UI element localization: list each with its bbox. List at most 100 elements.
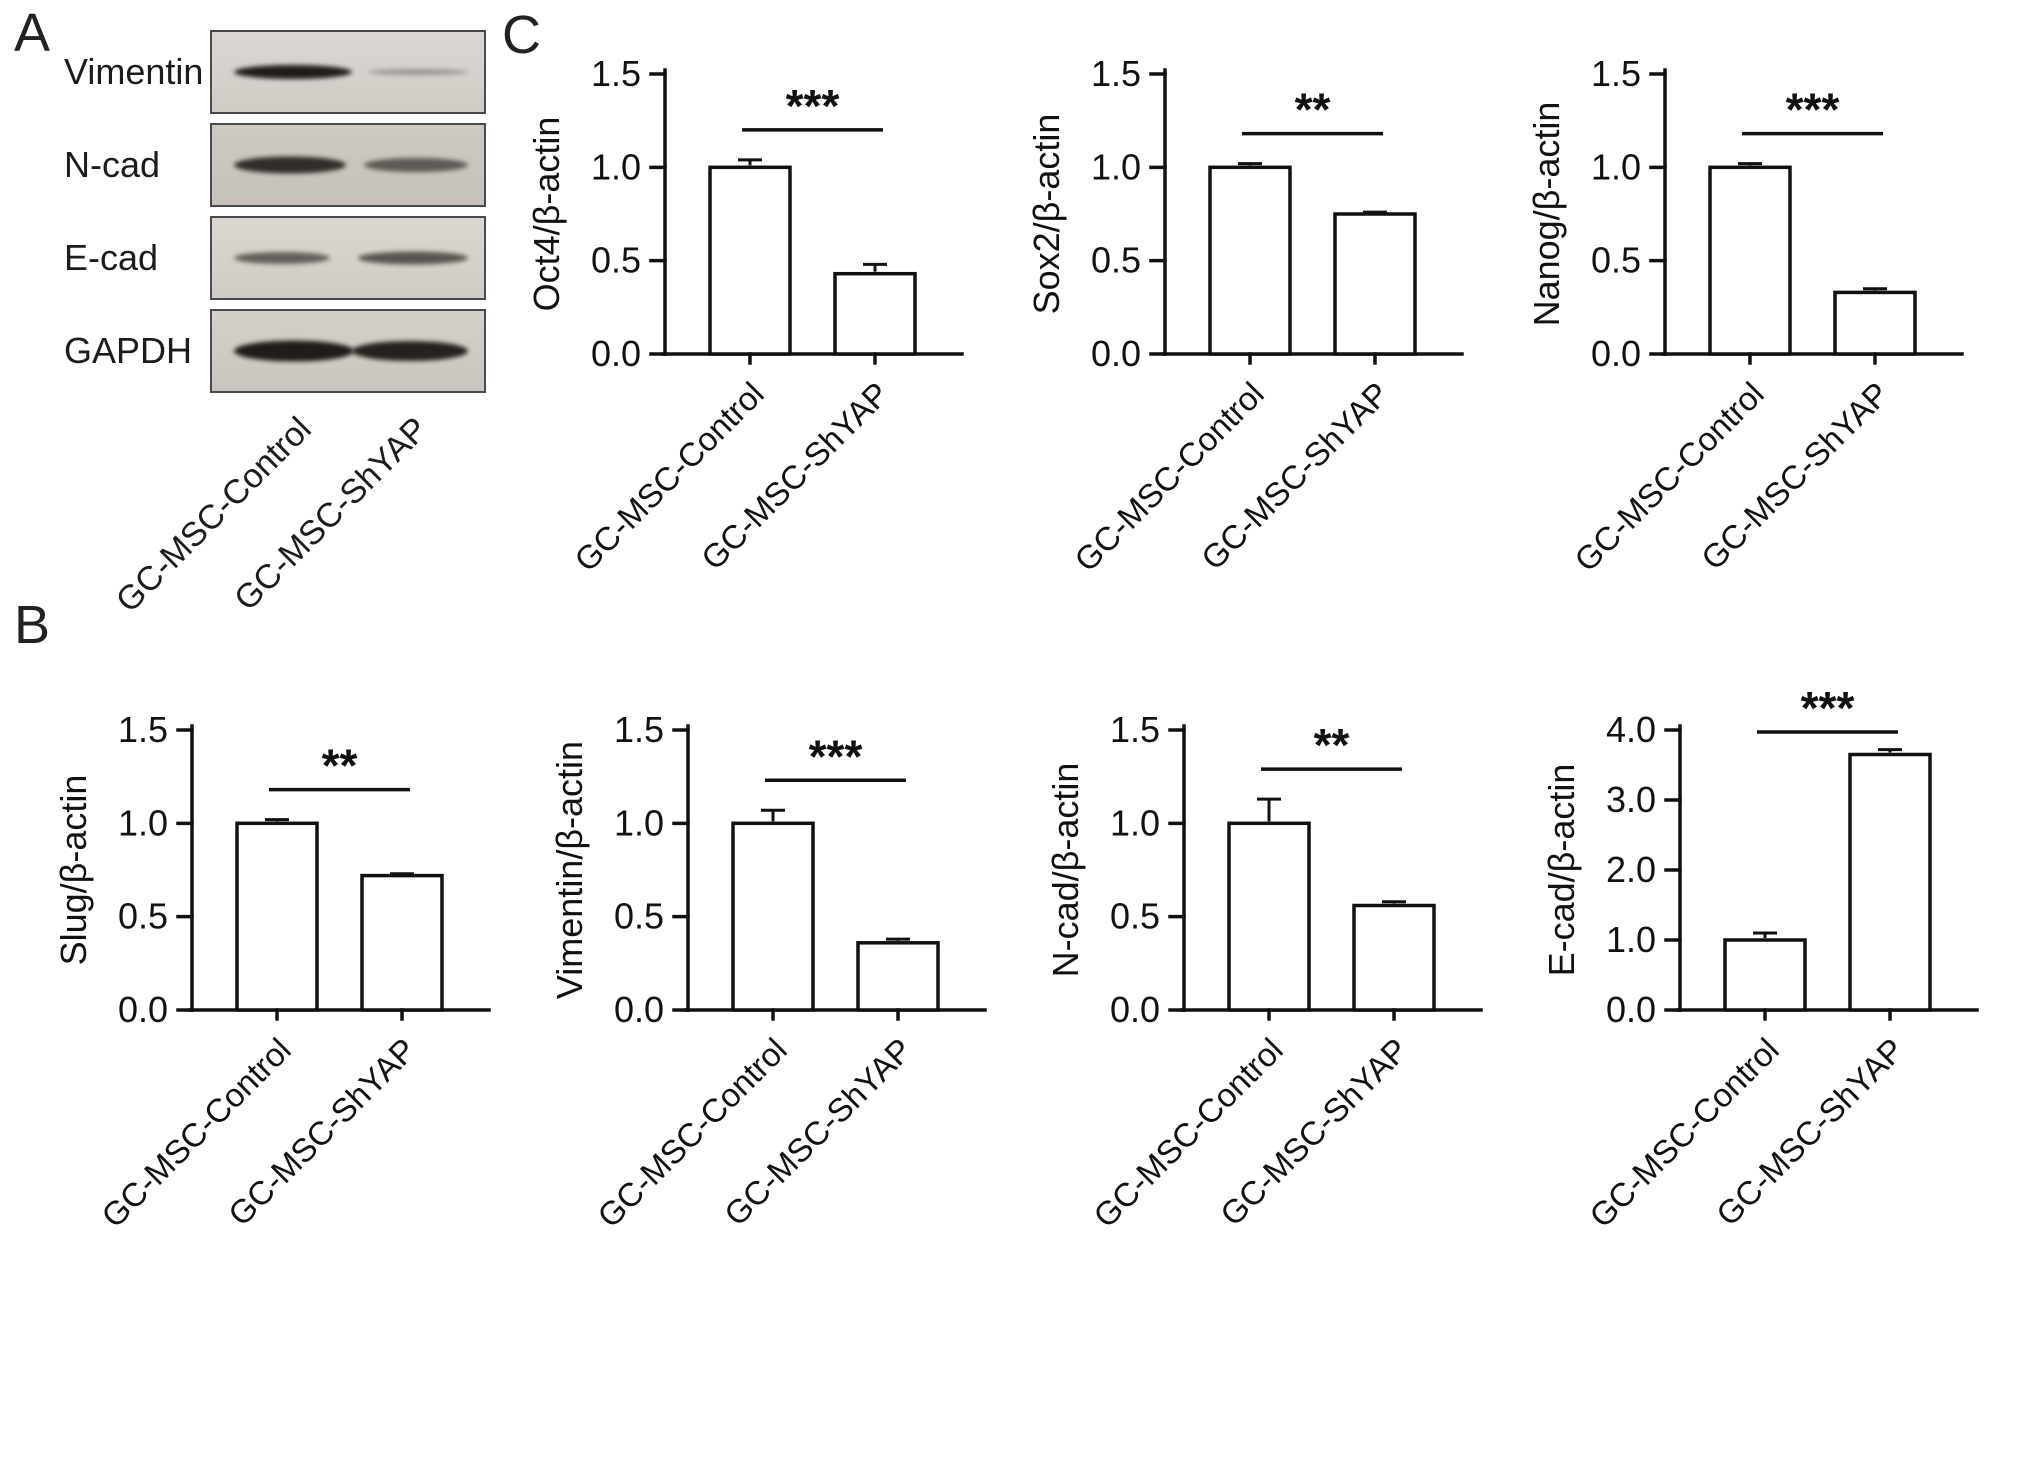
chart-ecad: 0.0 1.0 2.0 3.0 4.0 E-cad/β-actin GC-MSC-Contr… <box>1530 682 2020 1260</box>
bar <box>708 165 792 356</box>
y-axis-label: Vimentin/β-actin <box>549 741 590 999</box>
bar <box>1723 938 1807 1012</box>
bar <box>856 941 940 1012</box>
significance-stars: *** <box>786 80 840 132</box>
blot-image <box>210 30 486 114</box>
y-axis-label: Oct4/β-actin <box>526 117 567 312</box>
blot-image <box>210 309 486 393</box>
protein-band <box>358 251 468 265</box>
significance-stars: *** <box>809 730 863 782</box>
blot-row: Vimentin <box>20 30 486 114</box>
panel-c-charts: 0.0 0.5 1.0 1.5 Oct4/β-actin GC-MSC-Control GC… <box>515 34 2005 604</box>
bar <box>1208 165 1292 356</box>
y-tick-label: 1.5 <box>591 53 641 94</box>
blot-protein-label: GAPDH <box>64 330 193 371</box>
y-tick-label: 0.0 <box>1606 989 1656 1030</box>
bar <box>1848 752 1932 1012</box>
blot-row: E-cad <box>20 216 486 300</box>
western-blot-rows: Vimentin N-cad E-cad GAPDH <box>20 30 486 402</box>
protein-band <box>368 69 468 75</box>
y-tick-label: 1.0 <box>614 802 664 843</box>
protein-band <box>234 340 354 362</box>
protein-band <box>234 65 352 79</box>
protein-band <box>352 341 468 361</box>
y-axis-label: Slug/β-actin <box>53 775 94 966</box>
y-tick-label: 0.0 <box>118 989 168 1030</box>
bar-chart-svg: 0.00.51.01.5Vimentin/β-actinGC-MSC-Contr… <box>549 709 987 1235</box>
y-tick-label: 1.5 <box>118 709 168 750</box>
y-tick-label: 1.5 <box>1091 53 1141 94</box>
bar-chart-svg: 0.00.51.01.5Nanog/β-actinGC-MSC-ControlG… <box>1526 53 1964 579</box>
protein-band <box>234 156 346 174</box>
chart-nanog: 0.0 0.5 1.0 1.5 Nanog/β-actin GC-MSC-Control G… <box>1515 34 2005 604</box>
y-tick-label: 0.5 <box>591 240 641 281</box>
significance-stars: ** <box>1295 84 1331 136</box>
y-tick-label: 2.0 <box>1606 849 1656 890</box>
bar <box>235 821 319 1012</box>
y-tick-label: 1.0 <box>1606 919 1656 960</box>
y-tick-label: 1.0 <box>118 802 168 843</box>
bar-chart-svg: 0.00.51.01.5Slug/β-actinGC-MSC-ControlGC… <box>53 709 491 1235</box>
y-tick-label: 0.5 <box>1110 896 1160 937</box>
y-tick-label: 0.0 <box>591 333 641 374</box>
significance-stars: *** <box>1786 84 1840 136</box>
y-tick-label: 0.0 <box>1591 333 1641 374</box>
y-tick-label: 1.5 <box>1110 709 1160 750</box>
y-axis-label: E-cad/β-actin <box>1541 764 1582 977</box>
bar <box>833 271 917 356</box>
lane-label: GC-MSC-Control <box>108 410 319 620</box>
panel-b-label: B <box>14 595 51 655</box>
blot-protein-label: E-cad <box>64 237 159 278</box>
y-tick-label: 0.5 <box>1591 240 1641 281</box>
y-tick-label: 1.0 <box>591 146 641 187</box>
chart-slug: 0.0 0.5 1.0 1.5 Slug/β-actin GC-MSC-Control GC… <box>42 690 532 1260</box>
bar <box>1833 290 1917 356</box>
chart-vimentin: 0.0 0.5 1.0 1.5 Vimentin/β-actin GC-MSC-Contr… <box>538 690 1028 1260</box>
bar <box>1227 821 1311 1012</box>
y-tick-label: 1.0 <box>1591 146 1641 187</box>
y-tick-label: 0.0 <box>1091 333 1141 374</box>
panel-c-label: C <box>502 5 541 65</box>
y-tick-label: 1.0 <box>1091 146 1141 187</box>
y-tick-label: 3.0 <box>1606 779 1656 820</box>
significance-stars: *** <box>1801 690 1855 734</box>
blot-protein-label: Vimentin <box>64 51 204 92</box>
panel-a-label: A <box>14 3 51 63</box>
blot-row: N-cad <box>20 123 486 207</box>
y-tick-label: 1.5 <box>614 709 664 750</box>
bar <box>1708 165 1792 356</box>
y-tick-label: 0.0 <box>1110 989 1160 1030</box>
lane-labels: GC-MSC-Control GC-MSC-ShYAP <box>20 410 490 660</box>
y-axis-label: N-cad/β-actin <box>1045 763 1086 978</box>
bar-chart-svg: 0.00.51.01.5Sox2/β-actinGC-MSC-ControlGC… <box>1026 53 1464 579</box>
bar <box>1333 212 1417 356</box>
protein-band <box>234 252 330 264</box>
chart-sox2: 0.0 0.5 1.0 1.5 Sox2/β-actin GC-MSC-Control GC… <box>1015 34 1505 604</box>
y-tick-label: 0.5 <box>1091 240 1141 281</box>
lane-label: GC-MSC-ShYAP <box>226 410 435 619</box>
chart-oct4: 0.0 0.5 1.0 1.5 Oct4/β-actin GC-MSC-Control GC… <box>515 34 1005 604</box>
bar-chart-svg: 0.01.02.03.04.0E-cad/β-actinGC-MSC-Contr… <box>1541 682 1979 1235</box>
bar-chart-svg: 0.00.51.01.5N-cad/β-actinGC-MSC-ControlG… <box>1045 709 1483 1235</box>
blot-row: GAPDH <box>20 309 486 393</box>
y-tick-label: 0.5 <box>118 896 168 937</box>
y-tick-label: 0.0 <box>614 989 664 1030</box>
panel-a-western-blot: Vimentin N-cad E-cad GAPDH GC-MSC-Control GC… <box>20 10 490 660</box>
blot-protein-label: N-cad <box>64 144 161 185</box>
y-tick-label: 1.0 <box>1110 802 1160 843</box>
blot-image <box>210 216 486 300</box>
y-tick-label: 0.5 <box>614 896 664 937</box>
blot-image <box>210 123 486 207</box>
y-tick-label: 4.0 <box>1606 709 1656 750</box>
bar <box>1352 903 1436 1012</box>
y-axis-label: Nanog/β-actin <box>1526 102 1567 327</box>
y-axis-label: Sox2/β-actin <box>1026 114 1067 315</box>
bar <box>360 873 444 1012</box>
panel-b-charts: 0.0 0.5 1.0 1.5 Slug/β-actin GC-MSC-Control GC… <box>42 682 2020 1260</box>
significance-stars: ** <box>322 740 358 792</box>
chart-ncad: 0.0 0.5 1.0 1.5 N-cad/β-actin GC-MSC-Control G… <box>1034 690 1524 1260</box>
bar-chart-svg: 0.00.51.01.5Oct4/β-actinGC-MSC-ControlGC… <box>526 53 964 579</box>
bar <box>731 821 815 1012</box>
y-tick-label: 1.5 <box>1591 53 1641 94</box>
protein-band <box>364 158 468 172</box>
